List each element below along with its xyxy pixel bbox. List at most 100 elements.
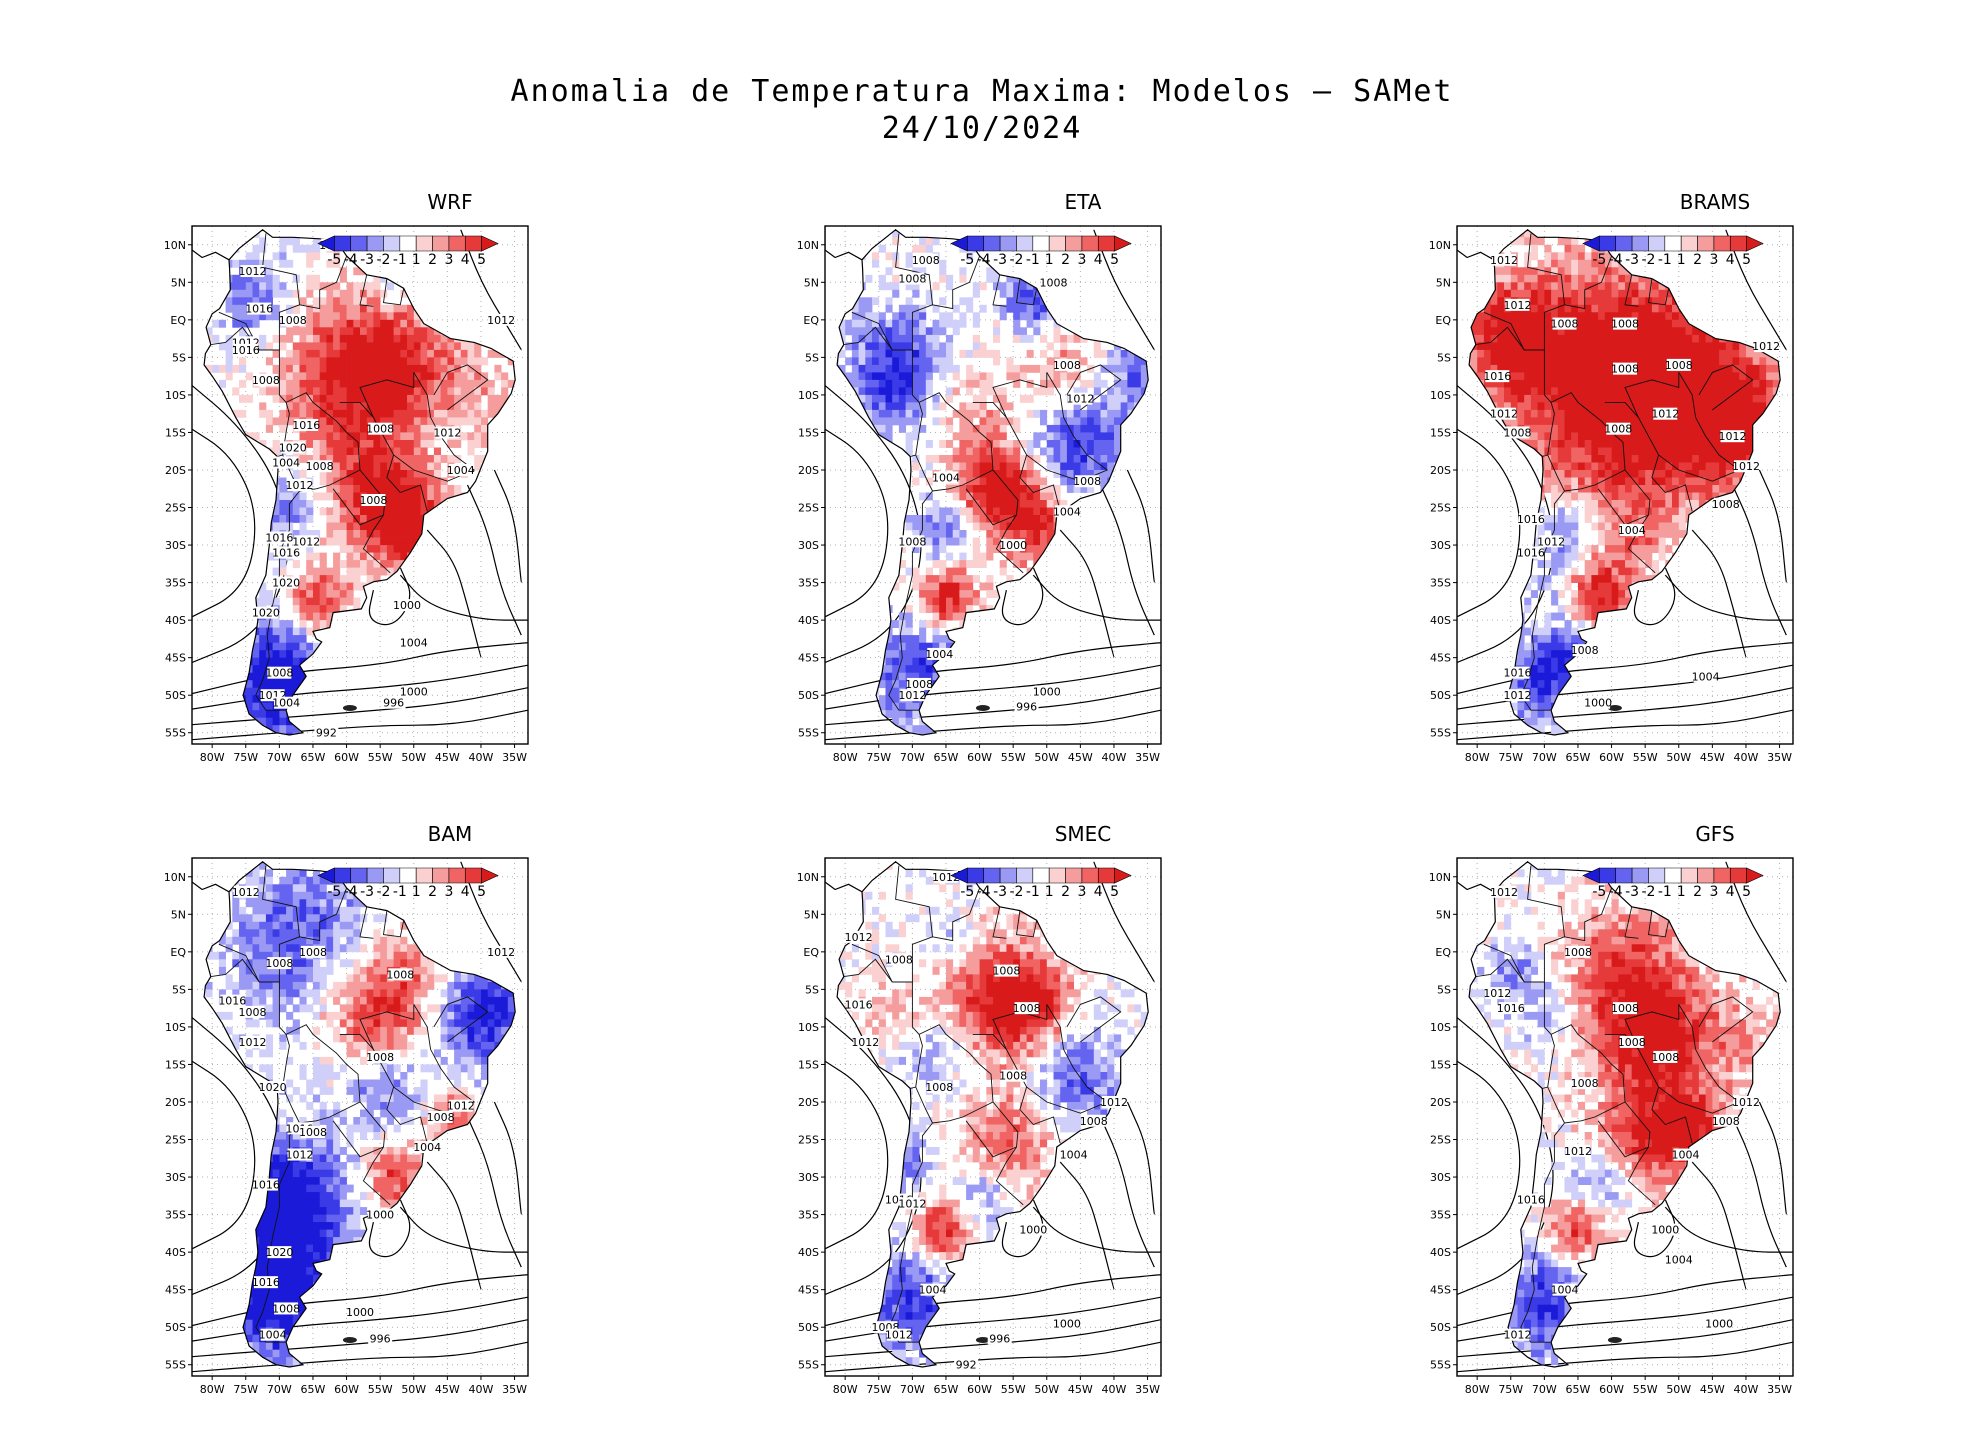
anomaly-cell: [1477, 342, 1485, 351]
anomaly-cell: [407, 424, 415, 433]
anomaly-cell: [905, 282, 913, 291]
anomaly-cell: [346, 364, 354, 373]
anomaly-cell: [333, 470, 341, 478]
colorbar-tick-label: 1: [1045, 252, 1054, 268]
anomaly-cell: [865, 349, 873, 358]
anomaly-cell: [353, 552, 361, 561]
anomaly-cell: [393, 372, 401, 381]
anomaly-cell: [286, 394, 294, 403]
isobar-label-bg: [933, 471, 958, 484]
anomaly-cell: [1006, 417, 1014, 426]
anomaly-cell: [239, 357, 247, 366]
anomaly-cell: [306, 432, 314, 441]
anomaly-cell: [1530, 312, 1538, 321]
anomaly-cell: [986, 432, 994, 441]
anomaly-cell: [259, 635, 267, 643]
anomaly-cell: [1651, 297, 1659, 306]
anomaly-cell: [1571, 267, 1579, 276]
anomaly-cell: [360, 537, 368, 546]
anomaly-cell: [306, 402, 314, 411]
anomaly-cell: [252, 259, 260, 268]
anomaly-cell: [1046, 432, 1054, 441]
anomaly-cell: [413, 364, 421, 373]
anomaly-cell: [898, 424, 906, 433]
anomaly-cell: [272, 364, 280, 373]
anomaly-cell: [1046, 342, 1054, 351]
anomaly-cell: [353, 364, 361, 373]
anomaly-cell: [1046, 387, 1054, 396]
anomaly-cell: [407, 470, 415, 478]
anomaly-cell: [966, 409, 974, 418]
anomaly-cell: [1046, 424, 1054, 433]
anomaly-cell: [946, 387, 954, 396]
anomaly-cell: [1598, 282, 1606, 291]
anomaly-cell: [1504, 319, 1512, 328]
anomaly-cell: [1100, 364, 1108, 373]
anomaly-cell: [306, 500, 314, 508]
anomaly-cell: [1504, 282, 1512, 291]
isobar-line: [426, 529, 482, 659]
anomaly-cell: [474, 349, 482, 358]
anomaly-cell: [333, 334, 341, 343]
anomaly-cell: [1497, 334, 1505, 343]
anomaly-cell: [272, 274, 280, 283]
anomaly-cell: [1019, 372, 1027, 381]
isobar-label: 996: [1016, 700, 1037, 713]
anomaly-cell: [346, 545, 354, 553]
anomaly-cell: [433, 379, 441, 388]
anomaly-cell: [259, 657, 267, 666]
anomaly-cell: [487, 387, 495, 396]
anomaly-cell: [313, 274, 321, 283]
anomaly-cell: [1140, 372, 1148, 381]
anomaly-cell: [1093, 372, 1101, 381]
anomaly-cell: [420, 470, 428, 478]
anomaly-cell: [919, 665, 927, 674]
anomaly-cell: [946, 319, 954, 328]
anomaly-cell: [360, 477, 368, 486]
anomaly-cell: [986, 552, 994, 561]
anomaly-cell: [952, 304, 960, 313]
colorbar-swatch: [350, 235, 368, 252]
anomaly-cell: [1477, 334, 1485, 343]
anomaly-cell: [1638, 297, 1646, 306]
anomaly-cell: [1578, 327, 1586, 336]
anomaly-cell: [333, 597, 341, 606]
anomaly-cell: [413, 522, 421, 531]
anomaly-cell: [972, 560, 980, 568]
anomaly-cell: [353, 432, 361, 441]
anomaly-cell: [346, 500, 354, 508]
anomaly-cell: [366, 379, 374, 388]
anomaly-cell: [1040, 364, 1048, 373]
anomaly-cell: [373, 447, 381, 456]
anomaly-cell: [878, 319, 886, 328]
anomaly-cell: [851, 357, 859, 366]
anomaly-cell: [1625, 297, 1633, 306]
anomaly-cell: [366, 394, 374, 403]
anomaly-cell: [1019, 327, 1027, 336]
isobar-line: [825, 687, 1161, 726]
anomaly-cell: [1497, 297, 1505, 306]
anomaly-cell: [1019, 500, 1027, 508]
anomaly-cell: [952, 409, 960, 418]
anomaly-cell: [386, 319, 394, 328]
isobar-line: [1691, 529, 1747, 659]
anomaly-cell: [986, 349, 994, 358]
anomaly-cell: [1551, 297, 1559, 306]
anomaly-cell: [272, 447, 280, 456]
anomaly-cell: [1604, 342, 1612, 351]
anomaly-cell: [299, 409, 307, 418]
anomaly-cell: [400, 455, 408, 463]
anomaly-cell: [333, 530, 341, 538]
anomaly-cell: [225, 289, 233, 298]
anomaly-cell: [952, 364, 960, 373]
anomaly-cell: [353, 282, 361, 291]
anomaly-cell: [872, 357, 880, 366]
anomaly-cell: [1557, 289, 1565, 298]
anomaly-cell: [1013, 515, 1021, 523]
anomaly-cell: [393, 507, 401, 516]
anomaly-cell: [885, 680, 893, 689]
colorbar-swatch: [448, 235, 466, 252]
isobar-label-bg: [1001, 539, 1026, 552]
coastline: [836, 229, 1149, 736]
anomaly-cell: [865, 274, 873, 283]
